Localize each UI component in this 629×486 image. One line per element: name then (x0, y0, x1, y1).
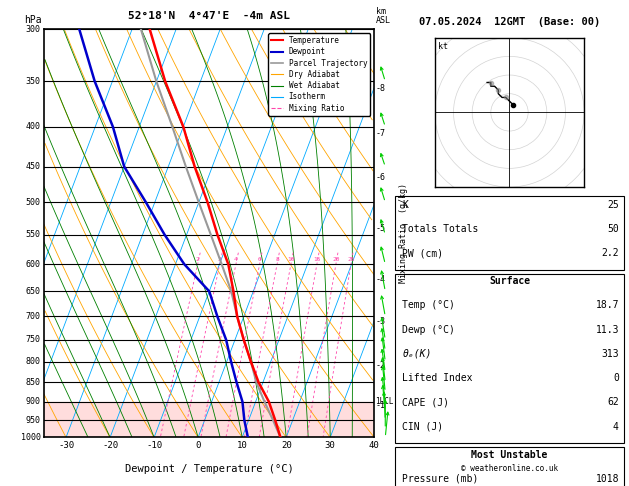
Text: 850: 850 (26, 378, 41, 387)
Text: Mixing Ratio  (g/kg): Mixing Ratio (g/kg) (399, 183, 408, 283)
Text: 313: 313 (601, 349, 619, 359)
Text: Lifted Index: Lifted Index (403, 373, 473, 383)
Text: Totals Totals: Totals Totals (403, 224, 479, 234)
Text: 800: 800 (26, 357, 41, 366)
Text: 50: 50 (607, 224, 619, 234)
Text: 650: 650 (26, 287, 41, 296)
Text: 550: 550 (26, 230, 41, 239)
Text: 6: 6 (258, 257, 262, 262)
Text: km
ASL: km ASL (376, 7, 391, 25)
Text: 11.3: 11.3 (596, 325, 619, 335)
Text: -6: -6 (376, 173, 386, 182)
Text: 52°18'N  4°47'E  -4m ASL: 52°18'N 4°47'E -4m ASL (128, 11, 290, 21)
Text: -8: -8 (376, 84, 386, 93)
Text: 18.7: 18.7 (596, 300, 619, 311)
Text: 4: 4 (613, 422, 619, 432)
Bar (396, 274, 623, 443)
Text: Surface: Surface (489, 276, 530, 286)
Text: 20: 20 (332, 257, 340, 262)
Text: 400: 400 (26, 122, 41, 131)
Text: 700: 700 (26, 312, 41, 321)
Text: -7: -7 (376, 129, 386, 138)
Text: 0: 0 (196, 441, 201, 451)
Text: 25: 25 (607, 200, 619, 209)
Text: -30: -30 (58, 441, 74, 451)
Text: 2.2: 2.2 (601, 248, 619, 258)
Text: Pressure (mb): Pressure (mb) (403, 474, 479, 484)
Text: -4: -4 (376, 275, 386, 284)
Text: CIN (J): CIN (J) (403, 422, 443, 432)
Text: 15: 15 (313, 257, 321, 262)
Text: K: K (403, 200, 408, 209)
Text: 2: 2 (196, 257, 199, 262)
Bar (396, 196, 623, 270)
Text: Temp (°C): Temp (°C) (403, 300, 455, 311)
Text: hPa: hPa (24, 15, 42, 25)
Text: 0: 0 (613, 373, 619, 383)
Text: -20: -20 (102, 441, 118, 451)
Text: -1: -1 (376, 401, 386, 410)
Text: 4: 4 (234, 257, 238, 262)
Text: 30: 30 (325, 441, 336, 451)
Text: 500: 500 (26, 198, 41, 207)
Text: Dewp (°C): Dewp (°C) (403, 325, 455, 335)
Text: 40: 40 (369, 441, 380, 451)
Text: Dewpoint / Temperature (°C): Dewpoint / Temperature (°C) (125, 464, 294, 474)
Text: 1018: 1018 (596, 474, 619, 484)
Text: kt: kt (438, 42, 448, 51)
Text: 10: 10 (287, 257, 294, 262)
Text: 20: 20 (281, 441, 292, 451)
Text: Most Unstable: Most Unstable (471, 450, 548, 460)
Text: 750: 750 (26, 335, 41, 345)
Text: 350: 350 (26, 77, 41, 86)
Text: 1000: 1000 (21, 433, 41, 442)
Text: 300: 300 (26, 25, 41, 34)
Text: θₑ(K): θₑ(K) (403, 349, 432, 359)
Text: 600: 600 (26, 260, 41, 269)
Text: 950: 950 (26, 416, 41, 424)
Bar (44, 401, 374, 437)
Text: -10: -10 (146, 441, 162, 451)
Legend: Temperature, Dewpoint, Parcel Trajectory, Dry Adiabat, Wet Adiabat, Isotherm, Mi: Temperature, Dewpoint, Parcel Trajectory… (268, 33, 370, 116)
Text: 1LCL: 1LCL (375, 397, 393, 406)
Text: 07.05.2024  12GMT  (Base: 00): 07.05.2024 12GMT (Base: 00) (419, 17, 600, 27)
Text: 62: 62 (607, 398, 619, 407)
Text: 8: 8 (275, 257, 279, 262)
Text: 450: 450 (26, 162, 41, 171)
Text: -5: -5 (376, 224, 386, 233)
Text: 25: 25 (347, 257, 355, 262)
Text: -2: -2 (376, 362, 386, 370)
Text: PW (cm): PW (cm) (403, 248, 443, 258)
Text: 900: 900 (26, 397, 41, 406)
Bar (396, 447, 623, 486)
Text: 10: 10 (237, 441, 248, 451)
Text: -3: -3 (376, 317, 386, 326)
Text: © weatheronline.co.uk: © weatheronline.co.uk (461, 464, 558, 472)
Text: CAPE (J): CAPE (J) (403, 398, 450, 407)
Text: 3: 3 (218, 257, 221, 262)
